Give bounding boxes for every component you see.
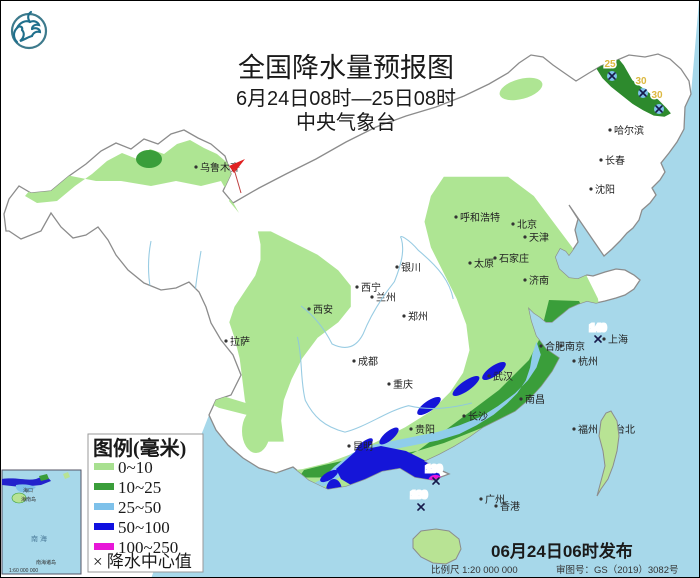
svg-text:济南: 济南 <box>529 274 549 287</box>
svg-text:海口: 海口 <box>23 487 33 494</box>
svg-text:06月24日06时发布: 06月24日06时发布 <box>491 541 633 561</box>
svg-text:上海: 上海 <box>608 333 628 346</box>
svg-text:北京: 北京 <box>517 218 537 231</box>
svg-text:香港: 香港 <box>500 501 520 513</box>
svg-text:× 降水中心值: × 降水中心值 <box>93 552 192 571</box>
svg-text:30: 30 <box>651 90 663 101</box>
svg-text:福州: 福州 <box>578 423 598 436</box>
svg-text:0~10: 0~10 <box>118 458 153 477</box>
svg-text:长沙: 长沙 <box>468 411 488 423</box>
svg-text:25~50: 25~50 <box>118 498 161 517</box>
svg-text:西安: 西安 <box>313 303 333 316</box>
svg-text:南京: 南京 <box>565 340 585 353</box>
svg-text:长春: 长春 <box>605 155 625 167</box>
svg-text:南海诸岛: 南海诸岛 <box>36 559 56 566</box>
svg-text:武汉: 武汉 <box>493 370 513 383</box>
svg-text:呼和浩特: 呼和浩特 <box>460 212 500 224</box>
svg-text:1:60 000 000: 1:60 000 000 <box>9 568 38 574</box>
svg-text:审图号：GS（2019）3082号: 审图号：GS（2019）3082号 <box>556 564 679 576</box>
svg-text:140: 140 <box>590 323 607 334</box>
svg-text:全国降水量预报图: 全国降水量预报图 <box>238 53 454 83</box>
svg-text:天津: 天津 <box>529 232 549 244</box>
svg-text:南 海: 南 海 <box>31 534 47 543</box>
svg-text:海南岛: 海南岛 <box>21 496 36 503</box>
svg-text:昆明: 昆明 <box>353 441 373 453</box>
svg-text:银川: 银川 <box>401 261 421 274</box>
svg-text:180: 180 <box>411 490 428 501</box>
svg-text:成都: 成都 <box>358 356 378 368</box>
svg-text:10~25: 10~25 <box>118 478 161 497</box>
svg-text:石家庄: 石家庄 <box>499 252 529 265</box>
svg-text:郑州: 郑州 <box>408 310 428 323</box>
svg-text:130: 130 <box>426 464 443 475</box>
svg-text:中央气象台: 中央气象台 <box>296 111 396 134</box>
svg-text:哈尔滨: 哈尔滨 <box>614 124 644 137</box>
svg-text:25: 25 <box>604 59 616 70</box>
svg-text:杭州: 杭州 <box>578 355 598 368</box>
svg-text:50~100: 50~100 <box>118 518 170 537</box>
svg-text:西宁: 西宁 <box>361 281 381 294</box>
svg-text:重庆: 重庆 <box>393 378 413 391</box>
svg-text:南昌: 南昌 <box>525 393 545 406</box>
svg-text:沈阳: 沈阳 <box>595 183 615 196</box>
svg-text:太原: 太原 <box>474 257 494 270</box>
svg-text:拉萨: 拉萨 <box>230 335 250 348</box>
svg-text:图例(毫米): 图例(毫米) <box>93 436 186 460</box>
svg-text:30: 30 <box>635 76 647 87</box>
svg-text:6月24日08时—25日08时: 6月24日08时—25日08时 <box>236 87 456 110</box>
svg-text:贵阳: 贵阳 <box>415 423 435 436</box>
svg-text:比例尺 1:20 000 000: 比例尺 1:20 000 000 <box>431 564 518 576</box>
